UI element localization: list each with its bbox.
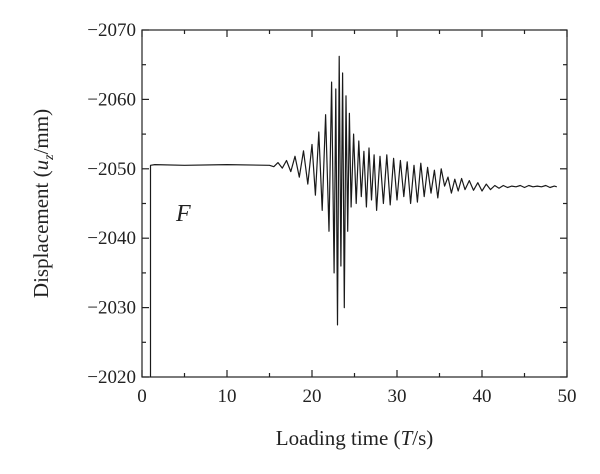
- x-tick-label: 40: [473, 386, 492, 407]
- x-axis-label: Loading time (T/s): [276, 426, 434, 450]
- x-tick-label: 10: [218, 386, 237, 407]
- annotation-label: F: [175, 201, 191, 227]
- y-tick-label: −2040: [87, 228, 136, 249]
- x-tick-label: 30: [388, 386, 407, 407]
- ticks-layer: [141, 29, 568, 378]
- y-tick-label: −2060: [87, 89, 136, 110]
- y-axis-label: Displacement (uz/mm): [29, 109, 57, 298]
- tick-labels-layer: 0 10 20 30 40 50 −2020 −2030 −2040 −2050 −2060 −207…: [87, 20, 576, 407]
- x-tick-label: 20: [303, 386, 322, 407]
- y-tick-label: −2070: [87, 20, 136, 41]
- y-tick-label: −2030: [87, 298, 136, 319]
- y-tick-label: −2050: [87, 159, 136, 180]
- y-tick-label: −2020: [87, 367, 136, 388]
- series-line: [149, 55, 557, 377]
- x-tick-label: 50: [558, 386, 577, 407]
- plot-frame: [141, 29, 568, 378]
- x-tick-label: 0: [137, 386, 147, 407]
